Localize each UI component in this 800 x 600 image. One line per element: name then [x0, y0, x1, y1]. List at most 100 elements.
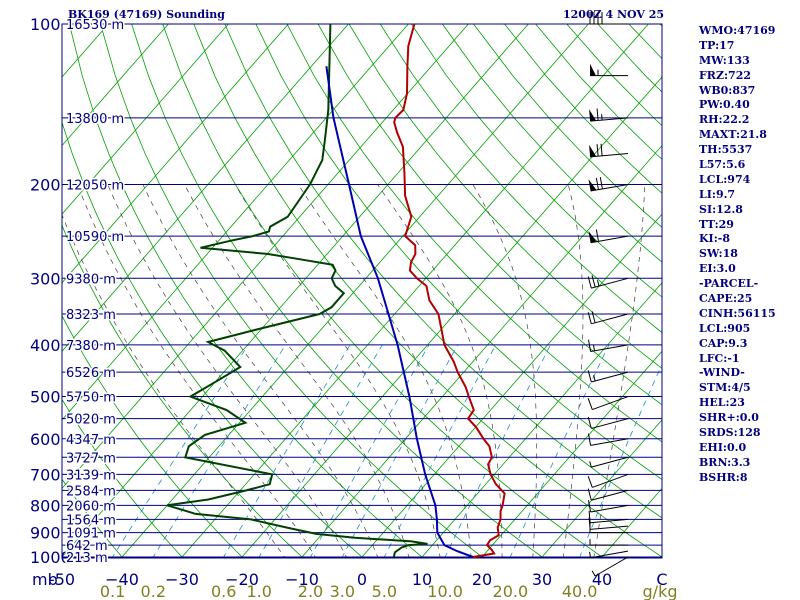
height-label: 2584 m [66, 484, 116, 499]
pressure-tick-label: 400 [30, 336, 61, 355]
mixing-ratio-label: g/kg [643, 582, 678, 600]
height-label: 3139 m [66, 468, 116, 483]
stability-index: TH:5537 [699, 143, 753, 157]
dry-adiabat [286, 24, 662, 443]
barb-flag [596, 144, 599, 157]
wind-barb [590, 63, 628, 77]
stability-index: TP:17 [699, 38, 735, 52]
height-label: 213 m [66, 551, 108, 566]
stability-index: MAXT:21.8 [699, 128, 767, 142]
dewpoint-trace [166, 24, 428, 558]
wind-barb [588, 517, 629, 530]
barb-flag [587, 398, 593, 410]
dry-adiabat [62, 398, 184, 558]
mixing-ratio-line [111, 344, 249, 558]
barb-pennant [590, 63, 596, 76]
stability-index: STM:4/5 [699, 381, 751, 395]
height-label: 5750 m [66, 391, 116, 406]
temperature-tick-label: C [656, 570, 667, 589]
isotherm [62, 24, 229, 215]
barb-flag [587, 276, 592, 289]
dry-adiabat [348, 24, 662, 369]
height-label: 10590 m [66, 230, 124, 245]
mixing-ratio-label: 2.0 [298, 582, 323, 600]
height-label: 4347 m [66, 433, 116, 448]
pressure-tick-label: 900 [30, 524, 61, 543]
wind-barb [587, 275, 629, 289]
chart-datetime: 1200Z 4 NOV 25 [563, 8, 665, 21]
barb-half-flag [592, 344, 596, 351]
stability-index: LCL:905 [699, 321, 751, 335]
moist-adiabat [377, 184, 503, 558]
pressure-tick-label: 800 [30, 496, 61, 515]
barb-half-flag [589, 461, 592, 468]
dry-adiabat [62, 224, 304, 558]
stability-index: WB0:837 [699, 83, 756, 97]
barb-flag [587, 488, 592, 501]
wind-barb [587, 311, 629, 325]
isotherm [62, 24, 529, 558]
pressure-tick-label: 600 [30, 430, 61, 449]
chart-title: BK169 (47169) Sounding [68, 8, 225, 21]
barb-staff [591, 277, 629, 289]
wind-barb [587, 473, 629, 488]
wind-barb [588, 500, 629, 513]
moist-adiabat [562, 184, 584, 558]
wind-barb [587, 396, 629, 411]
background-grid [62, 24, 662, 558]
stability-index: CINH:56115 [699, 306, 776, 320]
moist-adiabat [298, 184, 472, 558]
dry-adiabat [62, 556, 64, 558]
mixing-ratio-label: 40.0 [562, 582, 598, 600]
stability-index: CAP:9.3 [699, 336, 748, 350]
wind-barb [589, 12, 628, 25]
mixing-ratio-line [152, 344, 286, 558]
stability-index: SI:12.8 [699, 202, 743, 216]
dry-adiabat [379, 24, 662, 333]
wind-barb [589, 108, 629, 122]
temperature-tick-label: −40 [105, 570, 139, 589]
height-label: 7380 m [66, 339, 116, 354]
isotherm [120, 24, 589, 558]
mixing-ratio-line [383, 344, 497, 558]
temperature-tick-label: 0 [357, 570, 367, 589]
stability-index: EHI:0.0 [699, 440, 747, 454]
wind-barb [588, 339, 629, 352]
barb-staff [591, 456, 629, 468]
barb-staff [590, 504, 629, 513]
mixing-ratio-line [309, 344, 430, 558]
parcel-trace [325, 66, 474, 558]
height-label: 12050 m [66, 178, 124, 193]
height-label: 1564 m [66, 513, 116, 528]
temperature-tick-label: -50 [49, 570, 75, 589]
dry-adiabat [69, 24, 424, 558]
wind-barb [587, 416, 629, 429]
stability-index: HEL:23 [699, 396, 745, 410]
pressure-tick-label: 500 [30, 388, 61, 407]
barb-staff [590, 550, 629, 559]
height-label: 1091 m [66, 527, 116, 542]
stability-index: -WIND- [699, 366, 745, 380]
stability-index: L57:5.6 [699, 158, 746, 172]
moist-adiabat [184, 184, 410, 558]
mixing-ratio-line [341, 344, 459, 558]
height-label: 16530 m [66, 18, 124, 33]
isotherm [62, 24, 349, 352]
isobar-lines [61, 23, 663, 559]
barb-staff [592, 396, 629, 411]
pressure-tick-label: 100 [30, 15, 61, 34]
plot-frame [61, 23, 663, 559]
barb-flag [588, 500, 592, 513]
barb-staff [590, 235, 629, 244]
stability-indices-list: WMO:47169 TP:17 MW:133 FRZ:722 WB0:837 PW:0.4… [699, 24, 776, 486]
wind-barb [588, 510, 629, 524]
barb-flag [591, 275, 596, 288]
temperature-tick-label: 10 [412, 570, 432, 589]
barb-staff [591, 418, 629, 429]
moist-adiabat [107, 184, 348, 558]
stability-index: CAPE:25 [699, 292, 753, 306]
mixing-ratio-line [578, 363, 662, 558]
barb-staff [590, 117, 629, 122]
mixing-ratio-line [222, 344, 351, 558]
